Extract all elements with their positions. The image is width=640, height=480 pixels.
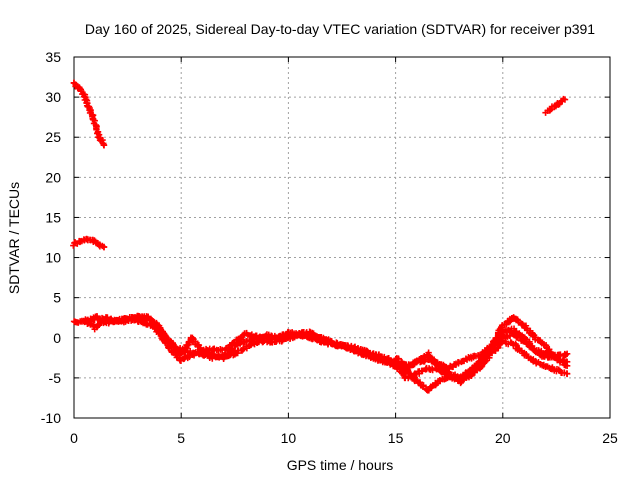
data-point [563,358,571,366]
x-tick-labels: 0 5 10 15 20 25 [70,430,618,446]
y-tick-label: 0 [53,330,61,346]
x-tick-label: 25 [602,430,618,446]
data-point [328,340,335,347]
x-axis-label: GPS time / hours [287,457,394,473]
y-tick-label: -5 [49,370,62,386]
data-points [70,79,571,394]
data-point [100,142,108,149]
plot-frame [73,56,611,419]
axis-ticks [73,56,611,419]
y-tick-label: 20 [45,169,61,185]
series-mid-12 [70,235,108,251]
data-point [230,339,237,347]
y-tick-label: 10 [45,250,61,266]
series-main-c [82,312,571,394]
series-late-high [542,95,569,116]
y-tick-label: 25 [45,129,61,145]
data-point [419,367,426,375]
data-point [474,352,482,359]
chart-title: Day 160 of 2025, Sidereal Day-to-day VTE… [85,21,595,37]
y-tick-label: -10 [41,410,61,426]
x-tick-label: 10 [281,430,297,446]
x-tick-label: 20 [495,430,511,446]
y-tick-label: 30 [45,89,61,105]
y-tick-label: 15 [45,209,61,225]
y-axis-label: SDTVAR / TECUs [6,182,22,294]
x-tick-label: 15 [388,430,404,446]
x-tick-label: 5 [177,430,185,446]
x-tick-label: 0 [70,430,78,446]
data-point [494,334,502,341]
data-point [265,335,272,342]
series-main-d [392,325,571,373]
data-point [94,321,101,329]
y-tick-label: 35 [45,49,61,65]
y-tick-labels: -10 -5 0 5 10 15 20 25 30 35 [41,49,61,426]
data-point [563,370,571,378]
data-point [561,96,569,103]
data-point [100,243,108,251]
data-point [563,350,571,358]
grid-lines [74,57,610,418]
y-tick-label: 5 [53,290,61,306]
data-point [546,106,554,114]
series-high-decay [70,79,108,149]
